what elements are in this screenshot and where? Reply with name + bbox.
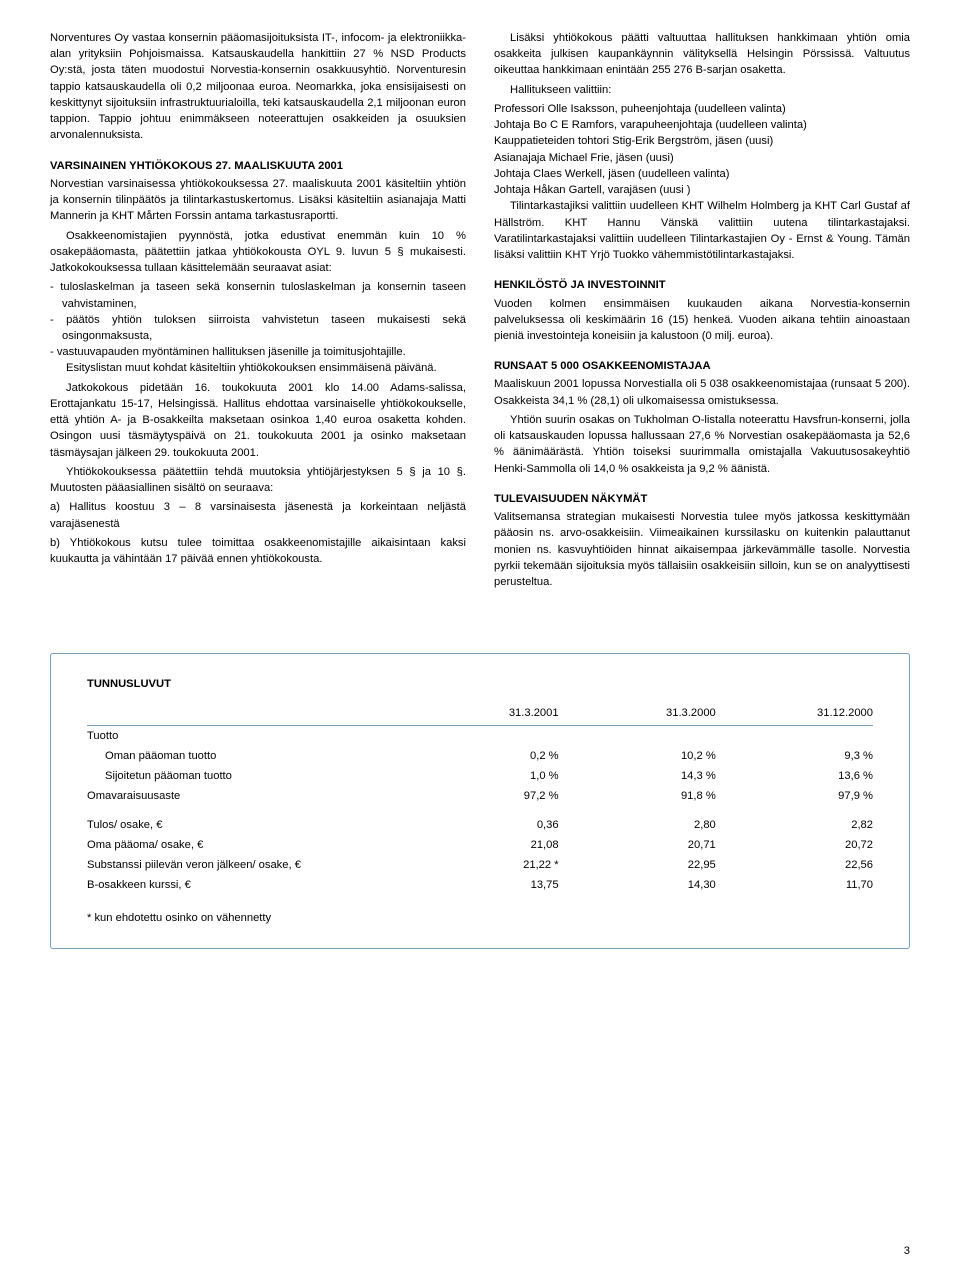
board-member: Johtaja Claes Werkell, jäsen (uudelleen … [494, 166, 910, 182]
table-cell: B-osakkeen kurssi, € [87, 875, 401, 895]
paragraph: Hallitukseen valittiin: [494, 82, 910, 98]
table-row: Oma pääoma/ osake, €21,0820,7120,72 [87, 835, 873, 855]
paragraph: Osakkeenomistajien pyynnöstä, jotka edus… [50, 228, 466, 277]
paragraph: Lisäksi yhtiökokous päätti valtuuttaa ha… [494, 30, 910, 79]
table-cell: Tuotto [87, 725, 873, 746]
paragraph: Valitsemansa strategian mukaisesti Norve… [494, 509, 910, 590]
table-cell: 2,80 [559, 807, 716, 835]
table-title: TUNNUSLUVUT [87, 676, 873, 692]
board-member: Johtaja Bo C E Ramfors, varapuheenjohtaj… [494, 117, 910, 133]
table-cell: Tulos/ osake, € [87, 807, 401, 835]
right-column: Lisäksi yhtiökokous päätti valtuuttaa ha… [494, 30, 910, 593]
table-header-cell: 31.12.2000 [716, 701, 873, 726]
paragraph: a) Hallitus koostuu 3 – 8 varsinaisesta … [50, 499, 466, 531]
list-item: - vastuuvapauden myöntäminen hallituksen… [50, 344, 466, 360]
paragraph: Esityslistan muut kohdat käsiteltiin yht… [50, 360, 466, 376]
paragraph: Jatkokokous pidetään 16. toukokuuta 2001… [50, 380, 466, 461]
paragraph: Yhtiökokouksessa päätettiin tehdä muutok… [50, 464, 466, 496]
paragraph: Tilintarkastajiksi valittiin uudelleen K… [494, 198, 910, 263]
table-row: Tulos/ osake, €0,362,802,82 [87, 807, 873, 835]
table-footnote: * kun ehdotettu osinko on vähennetty [87, 910, 873, 926]
table-cell: 13,6 % [716, 766, 873, 786]
table-row: Tuotto [87, 725, 873, 746]
table-cell: 11,70 [716, 875, 873, 895]
table-cell: Oma pääoma/ osake, € [87, 835, 401, 855]
section-heading: HENKILÖSTÖ JA INVESTOINNIT [494, 277, 910, 293]
left-column: Norventures Oy vastaa konsernin pääomasi… [50, 30, 466, 593]
table-cell: 0,36 [401, 807, 558, 835]
page-number: 3 [904, 1243, 910, 1259]
paragraph: b) Yhtiökokous kutsu tulee toimittaa osa… [50, 535, 466, 567]
board-member: Johtaja Håkan Gartell, varajäsen (uusi ) [494, 182, 910, 198]
paragraph: Vuoden kolmen ensimmäisen kuukauden aika… [494, 296, 910, 345]
table-row: Substanssi piilevän veron jälkeen/ osake… [87, 855, 873, 875]
table-cell: Oman pääoman tuotto [87, 746, 401, 766]
board-member: Asianajaja Michael Frie, jäsen (uusi) [494, 150, 910, 166]
table-cell: Substanssi piilevän veron jälkeen/ osake… [87, 855, 401, 875]
table-row: Sijoitetun pääoman tuotto1,0 %14,3 %13,6… [87, 766, 873, 786]
table-cell: 14,3 % [559, 766, 716, 786]
table-cell: 20,71 [559, 835, 716, 855]
table-cell: 10,2 % [559, 746, 716, 766]
table-body: TuottoOman pääoman tuotto0,2 %10,2 %9,3 … [87, 725, 873, 895]
table-header-row: 31.3.2001 31.3.2000 31.12.2000 [87, 701, 873, 726]
table-cell: 2,82 [716, 807, 873, 835]
table-cell: 97,2 % [401, 786, 558, 806]
table-cell: 1,0 % [401, 766, 558, 786]
table-cell: 13,75 [401, 875, 558, 895]
paragraph: Norventures Oy vastaa konsernin pääomasi… [50, 30, 466, 144]
table-cell: 20,72 [716, 835, 873, 855]
table-header-cell [87, 701, 401, 726]
table-cell: 21,22 * [401, 855, 558, 875]
table-cell: 9,3 % [716, 746, 873, 766]
list-item: - päätös yhtiön tuloksen siirroista vahv… [50, 312, 466, 344]
table-header-cell: 31.3.2000 [559, 701, 716, 726]
table-cell: Sijoitetun pääoman tuotto [87, 766, 401, 786]
list-item: - tuloslaskelman ja taseen sekä konserni… [50, 279, 466, 311]
table-cell: Omavaraisuusaste [87, 786, 401, 806]
table-row: Oman pääoman tuotto0,2 %10,2 %9,3 % [87, 746, 873, 766]
table-cell: 22,56 [716, 855, 873, 875]
key-figures-table: 31.3.2001 31.3.2000 31.12.2000 TuottoOma… [87, 701, 873, 896]
paragraph: Maaliskuun 2001 lopussa Norvestialla oli… [494, 376, 910, 408]
section-heading: TULEVAISUUDEN NÄKYMÄT [494, 491, 910, 507]
paragraph: Norvestian varsinaisessa yhtiökokouksess… [50, 176, 466, 225]
table-cell: 22,95 [559, 855, 716, 875]
board-member: Kauppatieteiden tohtori Stig-Erik Bergst… [494, 133, 910, 149]
two-column-body: Norventures Oy vastaa konsernin pääomasi… [50, 30, 910, 593]
section-heading: RUNSAAT 5 000 OSAKKEENOMISTAJAA [494, 358, 910, 374]
table-row: B-osakkeen kurssi, €13,7514,3011,70 [87, 875, 873, 895]
key-figures-box: TUNNUSLUVUT 31.3.2001 31.3.2000 31.12.20… [50, 653, 910, 949]
section-heading: VARSINAINEN YHTIÖKOKOUS 27. MAALISKUUTA … [50, 158, 466, 174]
table-cell: 21,08 [401, 835, 558, 855]
table-header-cell: 31.3.2001 [401, 701, 558, 726]
table-cell: 97,9 % [716, 786, 873, 806]
table-cell: 0,2 % [401, 746, 558, 766]
table-cell: 91,8 % [559, 786, 716, 806]
paragraph: Yhtiön suurin osakas on Tukholman O-list… [494, 412, 910, 477]
board-member: Professori Olle Isaksson, puheenjohtaja … [494, 101, 910, 117]
table-row: Omavaraisuusaste97,2 %91,8 %97,9 % [87, 786, 873, 806]
table-cell: 14,30 [559, 875, 716, 895]
